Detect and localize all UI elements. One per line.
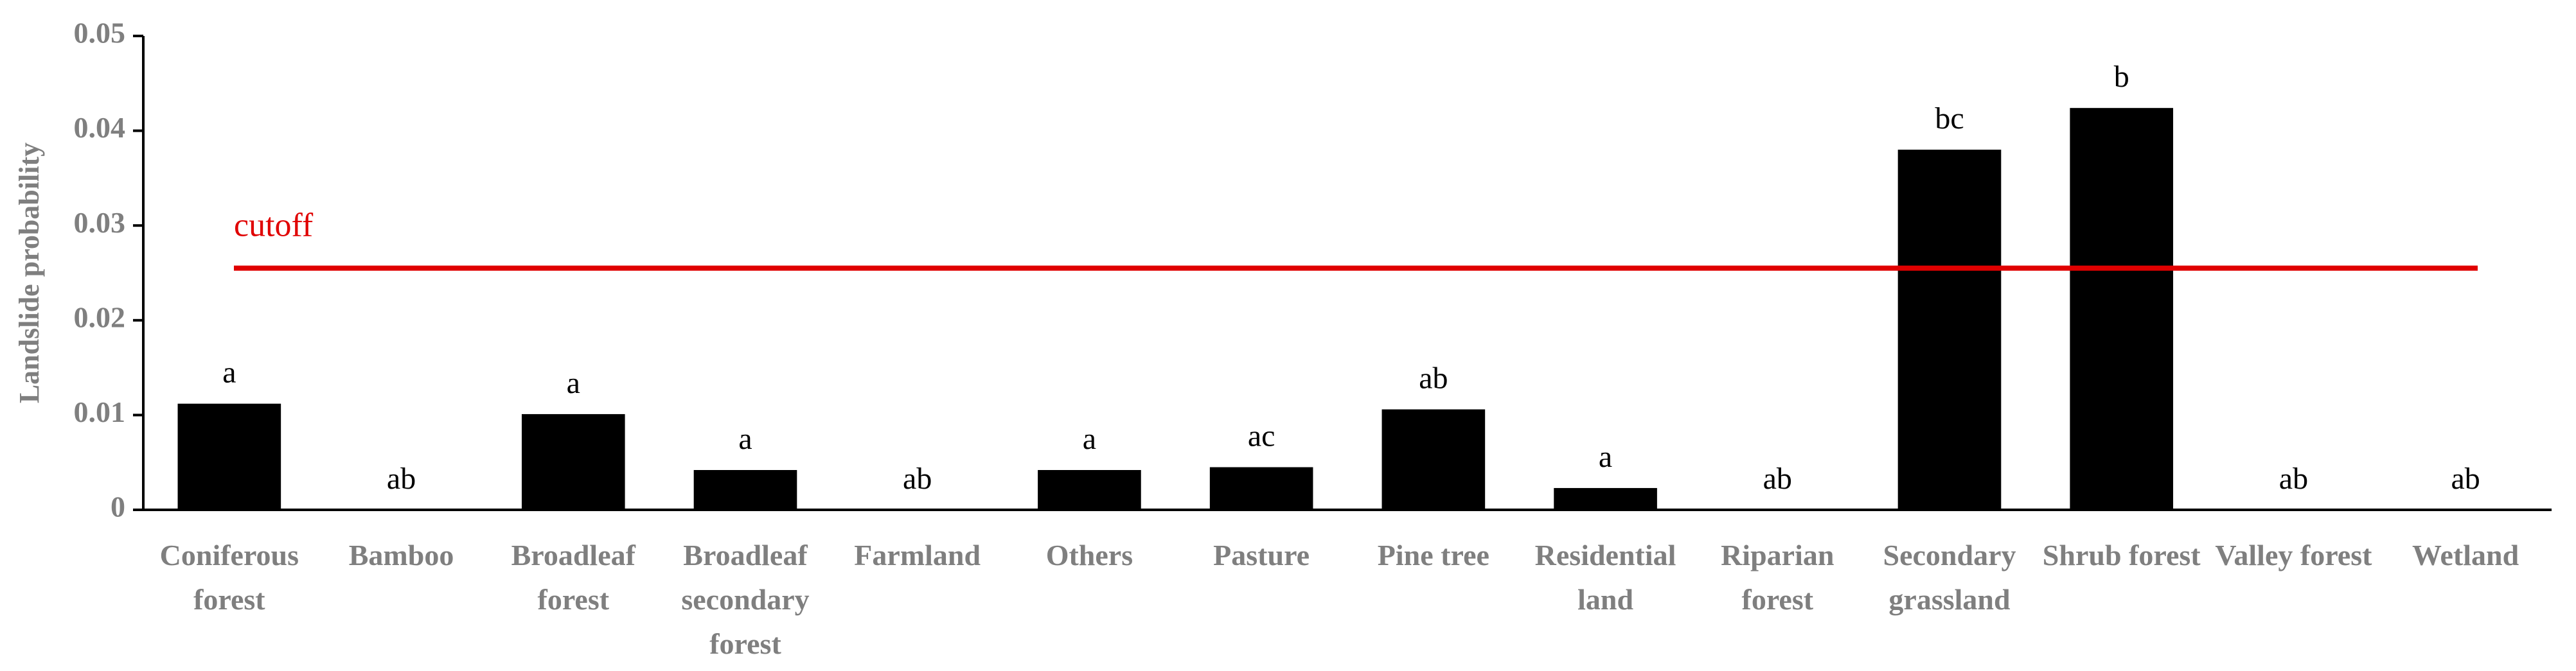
bar	[693, 470, 797, 510]
significance-letter: a	[222, 356, 236, 390]
bar	[1554, 488, 1657, 510]
cutoff-label: cutoff	[234, 207, 314, 244]
significance-letter: b	[2114, 60, 2129, 94]
significance-letter: a	[567, 366, 580, 400]
x-tick-label: Pasture	[1213, 539, 1310, 571]
x-tick-label: Riparian forest	[1721, 539, 1834, 616]
x-tick-label: Wetland	[2412, 539, 2519, 571]
significance-letter: ab	[2279, 462, 2308, 496]
y-tick-label: 0.04	[74, 111, 126, 144]
x-tick-label: Valley forest	[2215, 539, 2372, 571]
bar	[1209, 467, 1313, 510]
bar	[1897, 150, 2002, 510]
significance-letter: a	[1083, 422, 1096, 456]
y-tick-label: 0.05	[74, 17, 126, 49]
significance-letter: a	[1599, 440, 1612, 474]
x-tick-label: Others	[1045, 539, 1133, 571]
y-tick-label: 0.02	[74, 301, 126, 333]
x-tick-label: Shrub forest	[2042, 539, 2201, 571]
x-tick-label: Residential land	[1534, 539, 1676, 616]
significance-letter: ab	[2451, 462, 2480, 496]
bar	[177, 403, 281, 510]
significance-letter: ab	[1419, 362, 1448, 396]
significance-letter: ab	[1763, 462, 1792, 496]
bar	[1381, 409, 1486, 510]
y-axis-label: Landslide probability	[13, 143, 45, 403]
x-tick-label: Broadleaf forest	[511, 539, 635, 616]
significance-letter: a	[738, 422, 752, 456]
significance-letter: ac	[1248, 419, 1275, 453]
x-tick-label: Broadleaf secondary forest	[681, 539, 810, 660]
bar	[521, 414, 625, 510]
significance-letter: ab	[387, 462, 416, 496]
y-tick-label: 0.01	[74, 396, 126, 428]
y-tick-label: 0	[111, 491, 125, 523]
x-tick-label: Coniferous forest	[159, 539, 299, 616]
significance-letter: ab	[903, 462, 932, 496]
x-tick-label: Farmland	[854, 539, 981, 571]
bar	[2070, 108, 2174, 510]
x-tick-label: Bamboo	[348, 539, 454, 571]
y-tick-label: 0.03	[74, 206, 126, 239]
bar	[1038, 470, 1141, 510]
x-tick-label: Pine tree	[1377, 539, 1489, 571]
significance-letter: bc	[1935, 101, 1964, 135]
x-tick-label: Secondary grassland	[1883, 539, 2016, 616]
